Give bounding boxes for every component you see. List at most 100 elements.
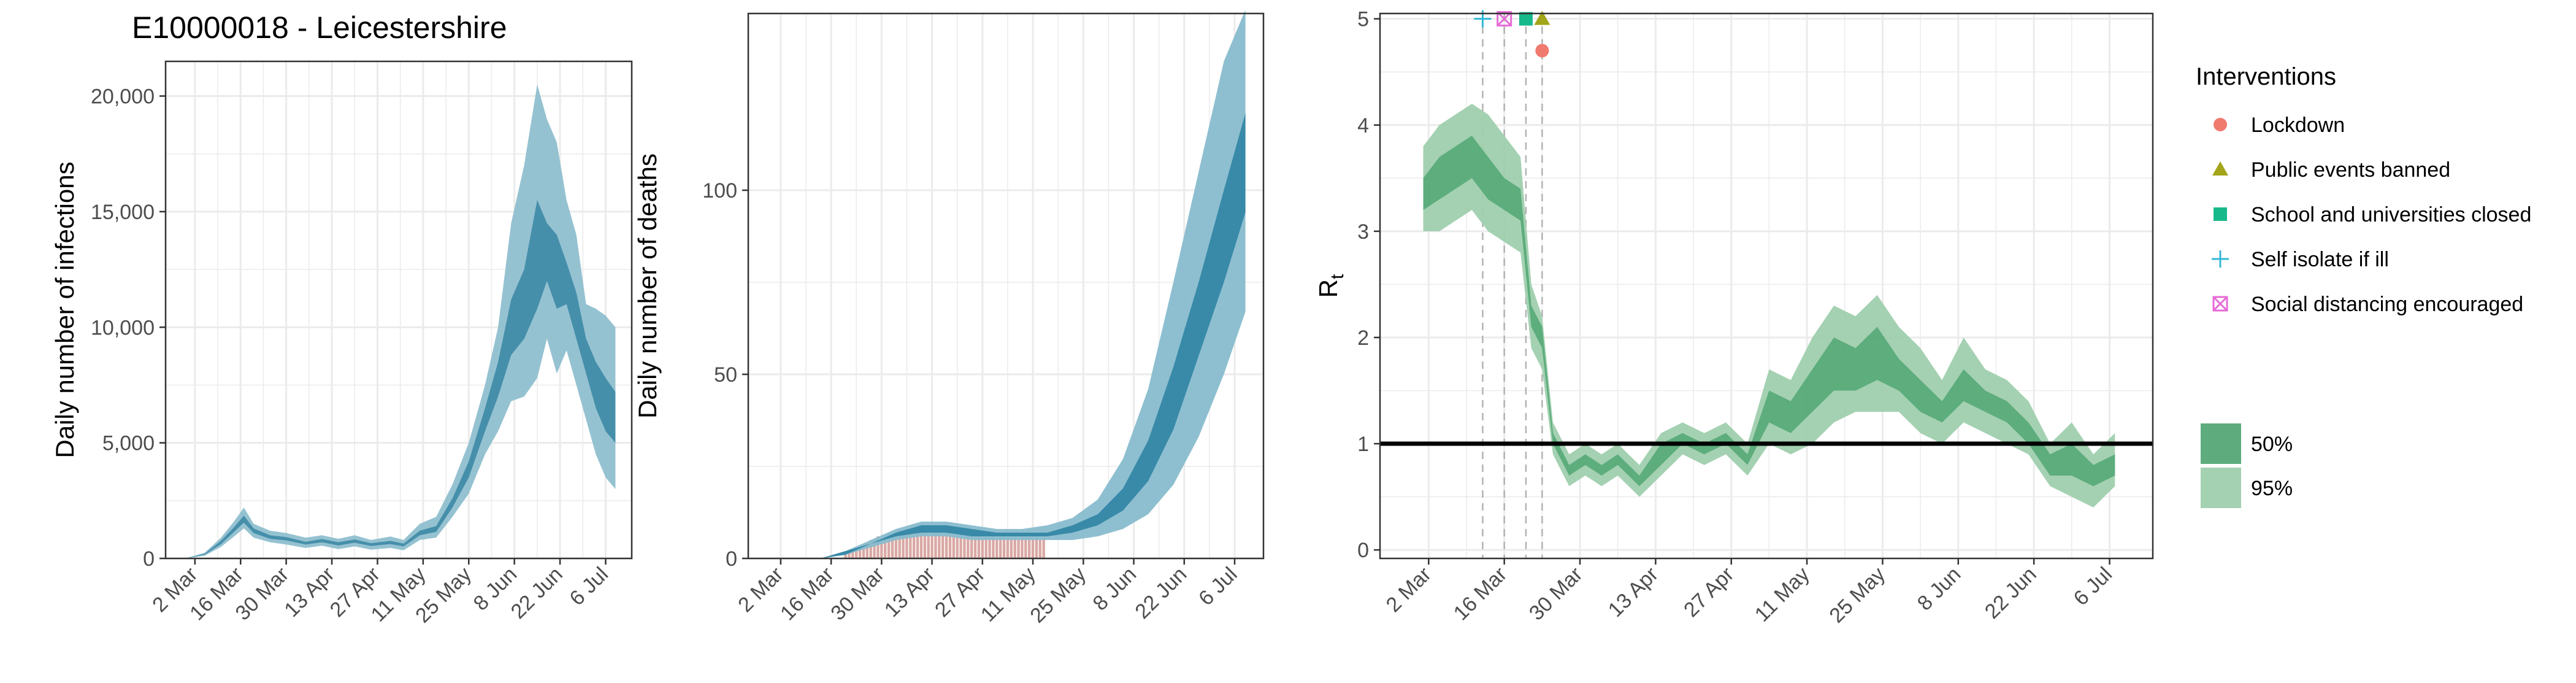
observed-deaths-bar [1031, 540, 1035, 558]
observed-deaths-bar [930, 533, 933, 558]
observed-deaths-bar [844, 555, 847, 558]
x-tick-label: 6 Jul [1194, 563, 1242, 611]
observed-deaths-bar [1038, 540, 1042, 558]
y-axis-title: Rt [1314, 274, 1347, 298]
x-tick-label: 13 Apr [880, 563, 939, 622]
plot-background [1380, 14, 2153, 558]
intervention-marker [1534, 10, 1551, 25]
observed-deaths-bar [1024, 533, 1027, 558]
y-tick-label: 3 [1357, 220, 1369, 244]
y-tick-label: 1 [1357, 433, 1369, 456]
observed-deaths-bar [945, 533, 948, 558]
observed-deaths-bar [1027, 536, 1031, 558]
observed-deaths-bar [898, 529, 901, 558]
x-tick-label: 27 Apr [1679, 563, 1738, 622]
x-tick-label: 13 Apr [280, 563, 339, 622]
observed-deaths-bar [902, 533, 905, 558]
observed-deaths-bar [1013, 536, 1016, 558]
x-tick-label: 22 Jun [1980, 563, 2041, 623]
observed-deaths-bar [934, 529, 937, 558]
observed-deaths-bar [1006, 536, 1010, 558]
legend-key-square [2214, 207, 2227, 221]
x-tick-label: 6 Jul [2069, 563, 2117, 611]
observed-deaths-bar [851, 551, 854, 558]
observed-deaths-bar [963, 536, 966, 558]
observed-deaths-bar [880, 540, 883, 558]
observed-deaths-bar [1021, 536, 1024, 558]
observed-deaths-bar [984, 536, 987, 558]
legend-label: Public events banned [2251, 158, 2450, 182]
y-tick-label: 0 [143, 547, 155, 571]
y-tick-label: 20,000 [91, 85, 155, 109]
y-tick-label: 0 [1357, 539, 1369, 562]
observed-deaths-bar [973, 533, 977, 558]
x-tick-label: 16 Mar [776, 563, 838, 625]
observed-deaths-bar [959, 533, 962, 558]
observed-deaths-bar [913, 536, 916, 558]
observed-deaths-bar [995, 540, 999, 558]
y-tick-label: 0 [726, 547, 737, 571]
legend-key-circle [2214, 118, 2227, 131]
panel-border [1379, 12, 2154, 560]
y-tick-label: 100 [702, 179, 737, 203]
observed-deaths-bar [967, 533, 970, 558]
legend-label: Self isolate if ill [2251, 248, 2389, 271]
observed-deaths-bar [941, 536, 945, 558]
x-tick-label: 22 Jun [507, 563, 567, 623]
observed-deaths-bar [1002, 533, 1006, 558]
y-tick-label: 50 [714, 363, 737, 387]
observed-deaths-bar [988, 533, 991, 558]
legend-band-label: 95% [2251, 477, 2293, 500]
x-tick-label: 6 Jul [565, 563, 613, 611]
legend-label: Social distancing encouraged [2251, 293, 2523, 316]
x-tick-label: 8 Jun [1913, 563, 1966, 615]
observed-deaths-bar [876, 536, 880, 558]
observed-deaths-bar [891, 536, 894, 558]
observed-deaths-bar [1035, 536, 1038, 558]
observed-deaths-bar [1042, 536, 1045, 558]
observed-deaths-bar [952, 533, 956, 558]
observed-deaths-bar [855, 547, 858, 558]
observed-deaths-bar [981, 540, 984, 558]
y-axis-title-subscript: t [1327, 274, 1347, 279]
observed-deaths-bar [992, 536, 995, 558]
series-band-95pct [820, 10, 1246, 558]
observed-deaths-bar [869, 540, 872, 558]
observed-deaths-bar [927, 536, 930, 558]
y-axis-title: Daily number of deaths [633, 153, 662, 419]
x-tick-label: 22 Jun [1130, 563, 1191, 623]
intervention-marker [1535, 44, 1549, 58]
legend-key-boxcross [2212, 296, 2228, 312]
observed-deaths-bar [923, 533, 927, 558]
observed-deaths-bar [956, 536, 959, 558]
legend-band-swatch [2201, 423, 2241, 464]
legend-label: School and universities closed [2251, 203, 2531, 226]
observed-deaths-bar [905, 529, 908, 558]
observed-deaths-bar [916, 533, 919, 558]
legend: Interventions Lockdown Public events bann… [2196, 63, 2531, 508]
x-tick-label: 30 Mar [826, 563, 889, 625]
intervention-marker [1519, 12, 1533, 26]
legend-key-plus [2212, 250, 2229, 268]
x-tick-label: 13 Apr [1604, 563, 1663, 622]
observed-deaths-bar [909, 533, 912, 558]
y-tick-label: 5 [1357, 8, 1369, 31]
observed-deaths-bar [999, 536, 1002, 558]
observed-deaths-bar [977, 536, 981, 558]
observed-deaths-bar [938, 533, 941, 558]
y-tick-label: 5,000 [102, 432, 155, 455]
observed-deaths-bar [884, 536, 887, 558]
series-band-50pct [1423, 136, 2115, 487]
observed-deaths-bar [887, 533, 891, 558]
legend-title: Interventions [2196, 63, 2336, 90]
observed-deaths-bar [873, 540, 876, 558]
observed-deaths-bar [858, 547, 862, 558]
observed-deaths-bar [862, 544, 865, 558]
observed-deaths-bar [948, 529, 952, 558]
observed-deaths-bar [894, 533, 898, 558]
legend-band-label: 50% [2251, 433, 2293, 456]
legend-key-triangle [2212, 161, 2228, 176]
legend-label: Lockdown [2251, 114, 2345, 137]
